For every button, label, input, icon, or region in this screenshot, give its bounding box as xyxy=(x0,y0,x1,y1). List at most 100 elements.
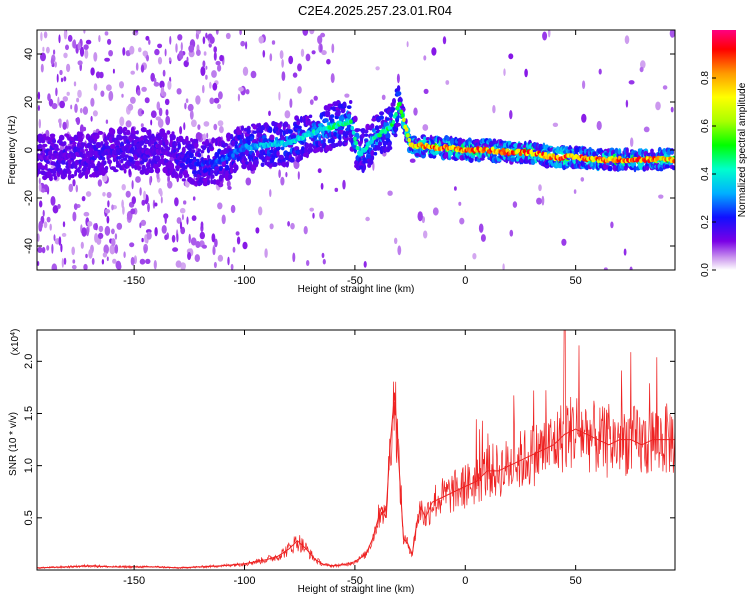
noise-blob xyxy=(40,31,43,42)
noise-blob xyxy=(164,214,167,225)
band-blob xyxy=(299,156,303,161)
noise-blob xyxy=(188,233,191,244)
band-blob xyxy=(342,101,347,108)
band-blob xyxy=(125,129,131,136)
noise-blob xyxy=(148,39,151,45)
noise-blob xyxy=(111,204,114,211)
noise-blob xyxy=(63,30,68,40)
spectrogram-y-tick-label: 40 xyxy=(23,48,35,60)
noise-blob xyxy=(169,35,172,45)
band-blob xyxy=(241,132,244,140)
noise-blob xyxy=(184,102,187,110)
band-blob xyxy=(177,135,184,143)
band-blob xyxy=(650,148,654,154)
noise-blob xyxy=(41,246,46,254)
ridge-blob xyxy=(407,137,412,143)
band-blob xyxy=(89,163,96,169)
band-blob xyxy=(135,130,139,135)
noise-blob xyxy=(97,179,103,187)
band-blob xyxy=(42,175,47,181)
band-blob xyxy=(210,145,214,150)
noise-blob xyxy=(139,258,146,265)
noise-blob xyxy=(431,47,437,56)
band-blob xyxy=(392,98,396,105)
band-blob xyxy=(120,158,124,164)
noise-blob xyxy=(508,53,514,60)
band-blob xyxy=(276,150,280,157)
noise-blob xyxy=(178,50,184,60)
band-blob xyxy=(374,125,380,130)
noise-blob xyxy=(94,233,99,243)
noise-blob xyxy=(141,199,146,206)
noise-blob xyxy=(98,35,101,43)
noise-blob xyxy=(394,237,398,244)
band-blob xyxy=(363,163,367,171)
noise-blob xyxy=(158,107,163,117)
noise-blob xyxy=(186,56,189,63)
band-blob xyxy=(604,152,610,156)
noise-blob xyxy=(149,176,152,186)
noise-blob xyxy=(144,234,148,243)
noise-blob xyxy=(129,45,135,55)
band-blob xyxy=(145,140,149,144)
noise-blob xyxy=(54,61,57,68)
noise-blob xyxy=(172,247,179,252)
noise-blob xyxy=(52,205,59,214)
noise-blob xyxy=(287,221,290,227)
spectrogram-x-label: Height of straight line (km) xyxy=(298,284,415,295)
band-blob xyxy=(352,115,358,123)
noise-blob xyxy=(502,263,505,270)
band-blob xyxy=(625,147,629,154)
ridge-blob xyxy=(404,127,409,132)
noise-blob xyxy=(176,88,182,95)
band-blob xyxy=(392,107,396,111)
noise-blob xyxy=(670,106,674,113)
spectrogram-y-tick-label: -40 xyxy=(23,238,35,254)
band-blob xyxy=(186,140,191,146)
band-blob xyxy=(370,150,375,157)
noise-blob xyxy=(305,53,311,62)
noise-blob xyxy=(445,80,450,85)
noise-blob xyxy=(51,103,58,110)
noise-blob xyxy=(50,58,54,65)
colorbar-label: Normalized spectral amplitude xyxy=(737,82,748,217)
band-blob xyxy=(160,154,165,159)
noise-blob xyxy=(127,103,134,111)
noise-blob xyxy=(159,80,165,89)
colorbar-tick-label: 0.6 xyxy=(700,119,711,133)
noise-blob xyxy=(174,197,179,207)
band-blob xyxy=(602,163,609,170)
noise-blob xyxy=(65,44,69,51)
noise-blob xyxy=(596,120,602,131)
band-blob xyxy=(181,178,186,182)
noise-blob xyxy=(139,187,142,196)
noise-blob xyxy=(201,244,207,249)
noise-blob xyxy=(213,123,218,131)
noise-blob xyxy=(185,98,189,103)
noise-blob xyxy=(76,97,80,103)
noise-blob xyxy=(37,91,41,100)
noise-blob xyxy=(45,129,50,138)
band-blob xyxy=(279,121,283,125)
band-blob xyxy=(40,165,46,169)
noise-blob xyxy=(75,184,79,193)
noise-blob xyxy=(106,256,109,262)
noise-blob xyxy=(81,227,87,237)
band-blob xyxy=(287,129,293,134)
noise-blob xyxy=(164,98,170,106)
band-blob xyxy=(44,163,48,168)
noise-blob xyxy=(561,238,567,246)
noise-blob xyxy=(112,68,115,74)
spectrogram-x-tick-label: 0 xyxy=(462,275,468,287)
noise-blob xyxy=(269,223,274,230)
noise-blob xyxy=(43,31,48,39)
noise-blob xyxy=(123,251,126,258)
ridge-blob xyxy=(395,106,400,111)
snr-scale-exponent: 4 xyxy=(10,332,17,336)
band-blob xyxy=(607,165,613,172)
noise-blob xyxy=(262,50,266,58)
band-blob xyxy=(128,156,134,162)
noise-blob xyxy=(230,263,234,270)
noise-blob xyxy=(238,87,244,92)
